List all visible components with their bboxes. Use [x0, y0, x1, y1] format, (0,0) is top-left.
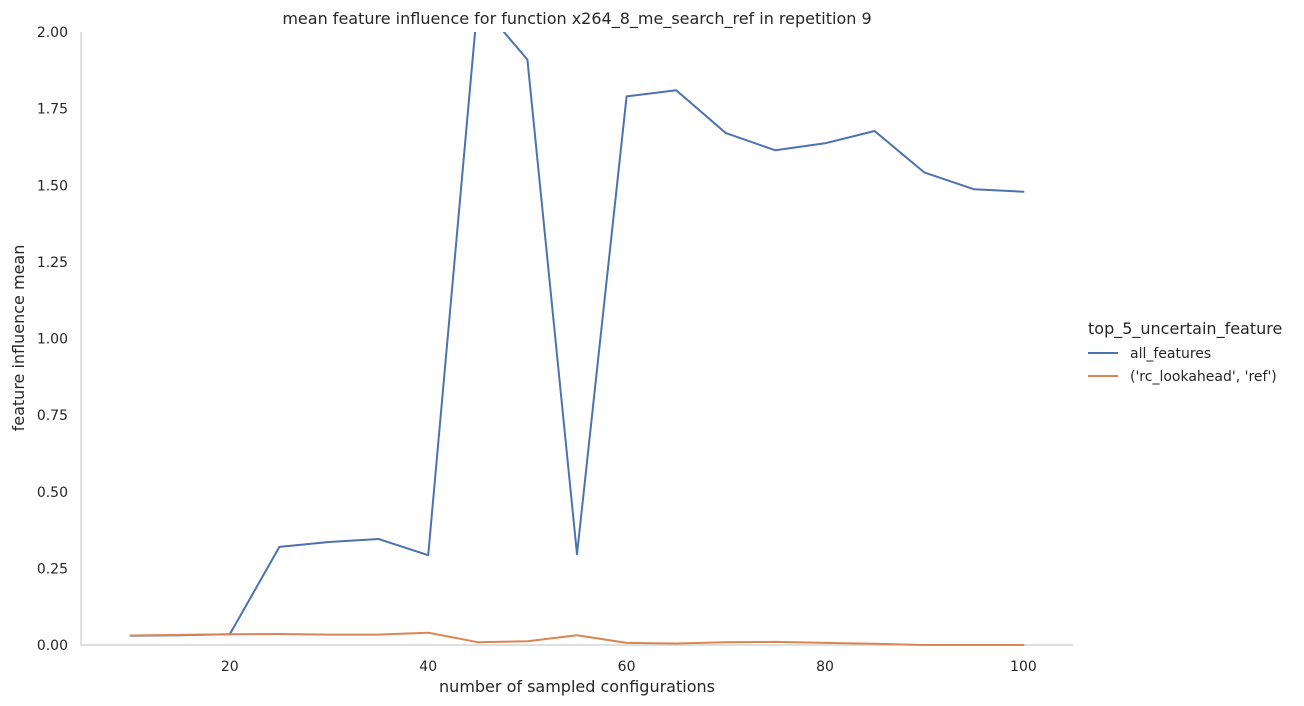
y-tick-label: 0.50 — [37, 485, 68, 501]
y-tick-label: 1.25 — [37, 255, 68, 271]
y-tick-labels: 0.00 0.25 0.50 0.75 1.00 1.25 1.50 1.75 2.00 — [37, 25, 68, 654]
x-tick-label: 40 — [419, 659, 437, 675]
x-tick-label: 100 — [1010, 659, 1037, 675]
y-tick-label: 1.00 — [37, 332, 68, 348]
x-tick-label: 80 — [816, 659, 834, 675]
legend-title: top_5_uncertain_feature — [1088, 319, 1282, 339]
y-tick-label: 0.25 — [37, 561, 68, 577]
chart-title: mean feature influence for function x264… — [282, 9, 871, 29]
series-line-0 — [129, 32, 1025, 637]
y-tick-label: 1.50 — [37, 178, 68, 194]
x-tick-labels: 20 40 60 80 100 — [221, 659, 1037, 675]
series-lines — [129, 32, 1025, 646]
legend-label-0: all_features — [1130, 346, 1211, 362]
legend-label-1: ('rc_lookahead', 'ref') — [1130, 369, 1277, 385]
y-tick-label: 2.00 — [37, 25, 68, 41]
legend: top_5_uncertain_feature all_features ('rc… — [1088, 319, 1282, 385]
x-axis-label: number of sampled configurations — [439, 677, 715, 696]
y-tick-label: 0.00 — [37, 638, 68, 654]
y-axis-label: feature influence mean — [9, 245, 28, 432]
x-tick-label: 60 — [618, 659, 636, 675]
y-tick-label: 0.75 — [37, 408, 68, 424]
x-tick-label: 20 — [221, 659, 239, 675]
y-tick-label: 1.75 — [37, 102, 68, 118]
series-line-1 — [129, 631, 1025, 646]
